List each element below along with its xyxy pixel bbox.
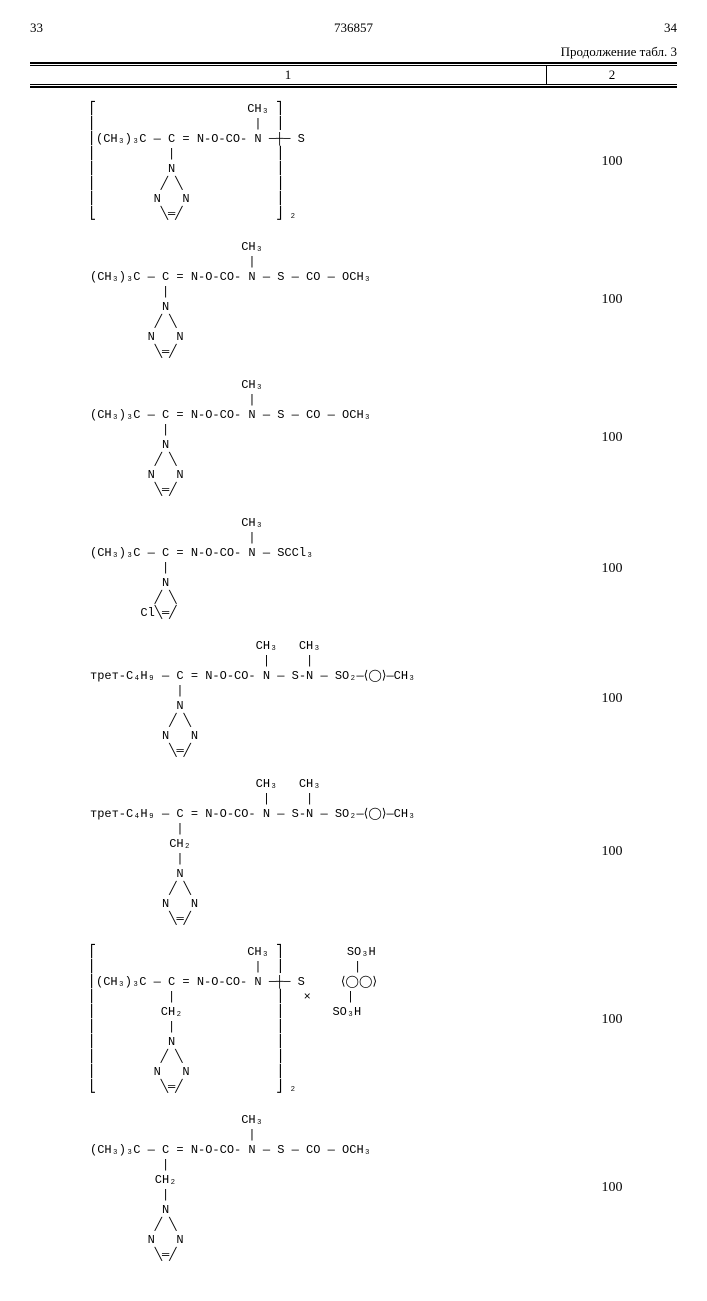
- chemical-structure: CH₃ | (CH₃)₃C — C = N-O-CO- N — S — CO —…: [30, 240, 547, 360]
- column-header-2: 2: [547, 66, 677, 84]
- column-header-1: 1: [30, 66, 547, 84]
- row-value: 100: [547, 691, 677, 707]
- chemical-structure: ⎡ CH₃ ⎤ ⎢ | ⎥ ⎢(CH₃)₃C — C = N-O-CO- N ─…: [30, 102, 547, 222]
- table-row: ⎡ CH₃ ⎤ SO₃H ⎢ | ⎥ | ⎢(CH₃)₃C — C = N-O-…: [30, 945, 677, 1095]
- table-body: ⎡ CH₃ ⎤ ⎢ | ⎥ ⎢(CH₃)₃C — C = N-O-CO- N ─…: [30, 102, 677, 1263]
- row-value: 100: [547, 1180, 677, 1196]
- table-row: CH₃ | (CH₃)₃C — C = N-O-CO- N — S — CO —…: [30, 1113, 677, 1263]
- chemical-structure: CH₃ CH₃ | | трет-C₄H₉ — C = N-O-CO- N — …: [30, 639, 547, 759]
- document-number: 736857: [334, 20, 373, 36]
- table-row: CH₃ | (CH₃)₃C — C = N-O-CO- N — S — CO —…: [30, 240, 677, 360]
- page-number-left: 33: [30, 20, 43, 36]
- chemical-structure: CH₃ | (CH₃)₃C — C = N-O-CO- N — S — CO —…: [30, 378, 547, 498]
- row-value: 100: [547, 844, 677, 860]
- page-header: 33 736857 34: [30, 20, 677, 36]
- table-row: CH₃ | (CH₃)₃C — C = N-O-CO- N — S — CO —…: [30, 378, 677, 498]
- row-value: 100: [547, 561, 677, 577]
- table-header: 1 2: [30, 62, 677, 88]
- row-value: 100: [547, 430, 677, 446]
- chemical-structure: ⎡ CH₃ ⎤ SO₃H ⎢ | ⎥ | ⎢(CH₃)₃C — C = N-O-…: [30, 945, 547, 1095]
- table-row: ⎡ CH₃ ⎤ ⎢ | ⎥ ⎢(CH₃)₃C — C = N-O-CO- N ─…: [30, 102, 677, 222]
- table-row: CH₃ CH₃ | | трет-C₄H₉ — C = N-O-CO- N — …: [30, 639, 677, 759]
- table-row: CH₃ | (CH₃)₃C — C = N-O-CO- N — SCCl₃ | …: [30, 516, 677, 621]
- row-value: 100: [547, 292, 677, 308]
- chemical-structure: CH₃ | (CH₃)₃C — C = N-O-CO- N — SCCl₃ | …: [30, 516, 547, 621]
- chemical-structure: CH₃ CH₃ | | трет-C₄H₉ — C = N-O-CO- N — …: [30, 777, 547, 927]
- row-value: 100: [547, 1012, 677, 1028]
- table-row: CH₃ CH₃ | | трет-C₄H₉ — C = N-O-CO- N — …: [30, 777, 677, 927]
- row-value: 100: [547, 154, 677, 170]
- page-number-right: 34: [664, 20, 677, 36]
- chemical-structure: CH₃ | (CH₃)₃C — C = N-O-CO- N — S — CO —…: [30, 1113, 547, 1263]
- continuation-label: Продолжение табл. 3: [30, 44, 677, 60]
